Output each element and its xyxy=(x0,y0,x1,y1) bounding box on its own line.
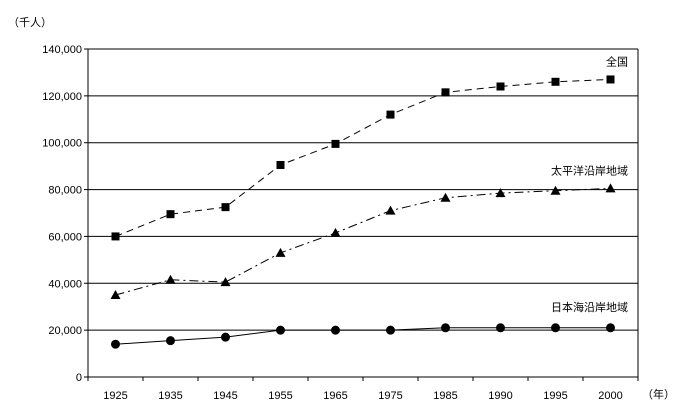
x-tick-label: 1990 xyxy=(488,390,512,402)
triangle-marker xyxy=(330,227,341,237)
square-marker xyxy=(166,210,175,219)
triangle-marker xyxy=(605,183,616,193)
square-marker xyxy=(111,232,120,241)
x-tick-label: 1945 xyxy=(213,390,237,402)
series-line-2 xyxy=(115,327,611,345)
circle-marker xyxy=(441,323,450,333)
circle-marker xyxy=(331,325,340,335)
y-tick-label: 120,000 xyxy=(42,91,82,103)
series-label: 太平洋沿岸地域 xyxy=(551,163,628,177)
circle-marker xyxy=(606,323,615,333)
square-marker xyxy=(221,203,230,212)
circle-marker xyxy=(386,325,395,335)
y-tick-label: 100,000 xyxy=(42,138,82,150)
x-tick-label: 1955 xyxy=(268,390,292,402)
circle-marker xyxy=(221,332,230,342)
x-axis-unit: （年） xyxy=(642,387,675,401)
series-line-1 xyxy=(115,187,611,296)
y-tick-labels: 0 20,000 40,000 60,000 80,000 100,000 120,000 1… xyxy=(42,44,82,384)
x-tick-label: 1995 xyxy=(543,390,567,402)
y-axis-unit: （千人） xyxy=(8,16,52,29)
x-tick-label: 1975 xyxy=(378,390,402,402)
y-tick-label: 20,000 xyxy=(48,325,82,337)
axes xyxy=(84,48,639,381)
y-tick-label: 40,000 xyxy=(48,278,82,290)
square-marker xyxy=(331,139,340,148)
y-tick-label: 60,000 xyxy=(48,231,82,243)
triangle-marker xyxy=(495,188,506,198)
x-tick-label: 1985 xyxy=(433,390,457,402)
x-tick-label: 1925 xyxy=(103,390,127,402)
circle-marker xyxy=(496,323,505,333)
x-tick-labels: 1925 1935 1945 1955 1965 1975 1985 1990 1995 2000 xyxy=(103,390,622,402)
x-tick-label: 2000 xyxy=(598,390,622,402)
y-tick-label: 140,000 xyxy=(42,44,82,56)
triangle-marker xyxy=(385,205,396,215)
square-marker xyxy=(441,88,450,97)
square-marker xyxy=(551,77,560,86)
square-marker xyxy=(386,110,395,119)
series-label: 日本海沿岸地域 xyxy=(551,300,628,314)
triangle-marker xyxy=(550,185,561,195)
series-group xyxy=(110,75,616,349)
gridlines xyxy=(88,48,638,331)
triangle-marker xyxy=(275,247,286,257)
circle-marker xyxy=(166,336,175,346)
x-tick-label: 1965 xyxy=(323,390,347,402)
circle-marker xyxy=(551,323,560,333)
triangle-marker xyxy=(220,277,231,287)
square-marker xyxy=(496,82,505,91)
triangle-marker xyxy=(440,192,451,202)
circle-marker xyxy=(111,339,120,349)
triangle-marker xyxy=(165,274,176,284)
series-line-0 xyxy=(115,78,611,237)
x-tick-label: 1935 xyxy=(158,390,182,402)
y-tick-label: 0 xyxy=(76,372,82,384)
triangle-marker xyxy=(110,290,121,299)
circle-marker xyxy=(276,325,285,335)
y-tick-label: 80,000 xyxy=(48,185,82,197)
square-marker xyxy=(606,75,615,84)
series-label: 全国 xyxy=(606,54,628,68)
square-marker xyxy=(276,160,285,169)
